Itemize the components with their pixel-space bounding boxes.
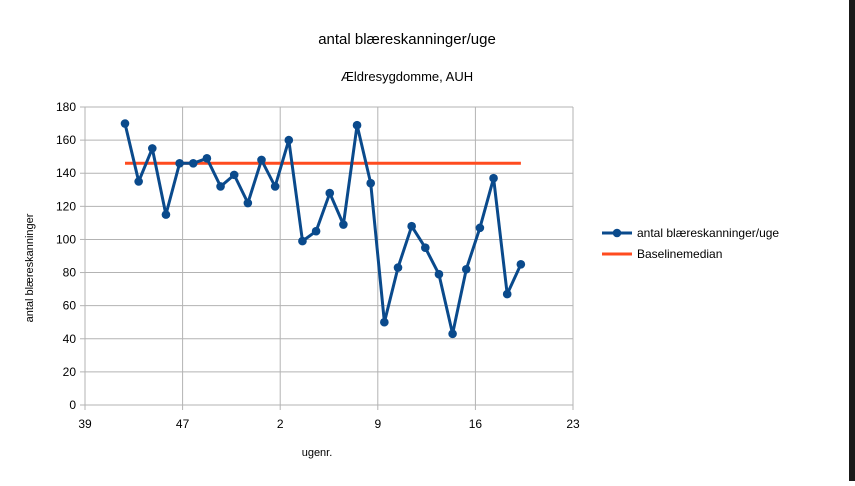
series-layer (120, 119, 526, 339)
data-point (175, 158, 184, 168)
y-tick-labels: 0 20 40 60 80 100 120 140 160 180 (56, 100, 76, 412)
x-tick-label: 9 (374, 417, 381, 431)
legend-marker (612, 228, 622, 238)
data-point (339, 220, 348, 229)
data-point (270, 182, 280, 191)
data-point (134, 177, 143, 186)
x-tick-label: 39 (78, 417, 92, 431)
x-tick-label: 2 (277, 417, 284, 431)
chart-subtitle: Ældresygdomme, AUH (341, 69, 473, 84)
data-series-line (123, 123, 523, 336)
legend-label-1: antal blæreskanninger/uge (637, 226, 779, 240)
y-tick-label: 60 (63, 299, 77, 313)
data-point (257, 155, 266, 165)
legend: antal blæreskanninger/uge Baselinemedian (602, 226, 779, 261)
x-tick-label: 16 (469, 417, 483, 431)
axes (84, 107, 573, 406)
data-point (461, 264, 471, 274)
data-point (243, 198, 253, 208)
y-tick-label: 80 (63, 266, 77, 280)
data-point (284, 135, 294, 145)
legend-label-2: Baselinemedian (637, 247, 722, 261)
grid (80, 106, 574, 410)
y-tick-label: 20 (63, 365, 77, 379)
x-tick-label: 47 (176, 417, 190, 431)
data-point (393, 263, 403, 272)
data-point (448, 329, 457, 339)
y-tick-label: 120 (56, 199, 76, 213)
y-tick-label: 140 (56, 166, 76, 180)
data-point (325, 188, 335, 198)
data-point (311, 226, 321, 236)
data-point (434, 269, 444, 279)
data-point (120, 119, 130, 128)
data-point (298, 236, 307, 246)
data-point (161, 210, 171, 219)
data-point (489, 173, 498, 183)
data-point (352, 120, 362, 130)
data-point (516, 259, 526, 269)
data-point (380, 317, 389, 327)
data-point (366, 178, 376, 188)
x-tick-labels: 39 47 2 9 16 23 (78, 417, 580, 431)
window-edge (849, 0, 855, 481)
data-point (229, 170, 239, 180)
data-point (148, 144, 157, 153)
data-point (421, 243, 430, 253)
data-point (202, 154, 212, 163)
y-tick-label: 0 (69, 398, 76, 412)
y-tick-label: 180 (56, 100, 76, 114)
data-point (475, 223, 485, 233)
y-tick-label: 40 (63, 332, 77, 346)
x-axis-label: ugenr. (302, 447, 333, 459)
x-tick-label: 23 (566, 417, 580, 431)
data-point (216, 182, 225, 191)
y-tick-label: 100 (56, 232, 76, 246)
data-point (188, 158, 198, 168)
y-tick-label: 160 (56, 133, 76, 147)
chart-title: antal blæreskanninger/uge (318, 31, 496, 48)
data-point (502, 289, 512, 299)
y-axis-label: antal blæreskanninger (24, 213, 36, 322)
data-point (407, 221, 416, 231)
